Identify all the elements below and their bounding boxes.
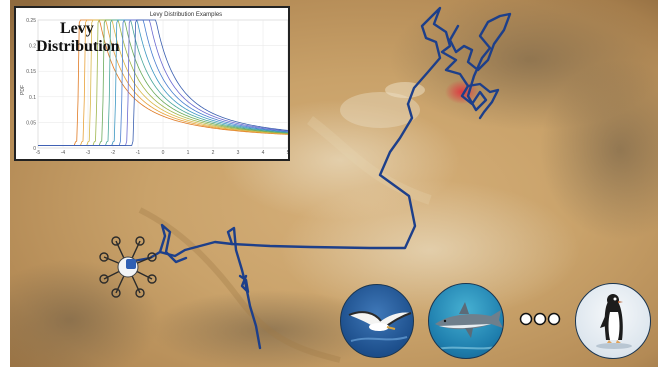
x-tick-label: -2: [111, 150, 116, 156]
y-tick-label: 0.05: [26, 120, 36, 126]
heading-line-2: Distribution: [36, 38, 120, 55]
inset-heading: Levy Distribution: [36, 20, 136, 56]
satellite-map: [10, 0, 658, 367]
penguin-photo: [575, 283, 651, 359]
chart-title: Levy Distribution Examples: [149, 12, 223, 18]
y-tick-label: 0.1: [29, 95, 36, 101]
levy-chart: -5 -4 -3 -2 -1 0 1 2 3 4 5 0 0.05 0.1 0.15 0.2 0.25 PDF: [20, 18, 288, 156]
albatross-icon: [348, 311, 412, 342]
x-tick-label: 2: [212, 150, 215, 156]
y-tick-label: 0.25: [26, 18, 36, 24]
y-tick-label: 0.15: [26, 69, 36, 75]
x-tick-label: -1: [136, 150, 141, 156]
x-tick-label: -5: [36, 150, 41, 156]
x-tick-label: 0: [162, 150, 165, 156]
shark-photo: [428, 283, 504, 359]
y-tick-label: 0.2: [29, 44, 36, 50]
drone-icon: [99, 236, 157, 298]
x-tick-label: 3: [237, 150, 240, 156]
movement-track: [126, 6, 512, 350]
x-tick-label: -4: [61, 150, 66, 156]
x-tick-label: 1: [187, 150, 190, 156]
x-tick-label: 4: [262, 150, 265, 156]
x-tick-label: 5: [287, 150, 288, 156]
shark-icon: [432, 302, 503, 351]
albatross-photo: [340, 284, 414, 358]
y-tick-label: 0: [33, 146, 36, 152]
levy-distribution-inset: -5-4-3-2-101234500.050.10.150.20.25 PDF …: [14, 6, 290, 161]
ellipsis-icon: [519, 312, 561, 326]
y-axis-label: PDF: [20, 85, 26, 95]
penguin-icon: [596, 294, 632, 349]
heading-line-1: Levy: [60, 20, 94, 37]
x-tick-label: -3: [86, 150, 91, 156]
series-line-1: [38, 19, 288, 146]
series-line-10: [38, 19, 288, 146]
